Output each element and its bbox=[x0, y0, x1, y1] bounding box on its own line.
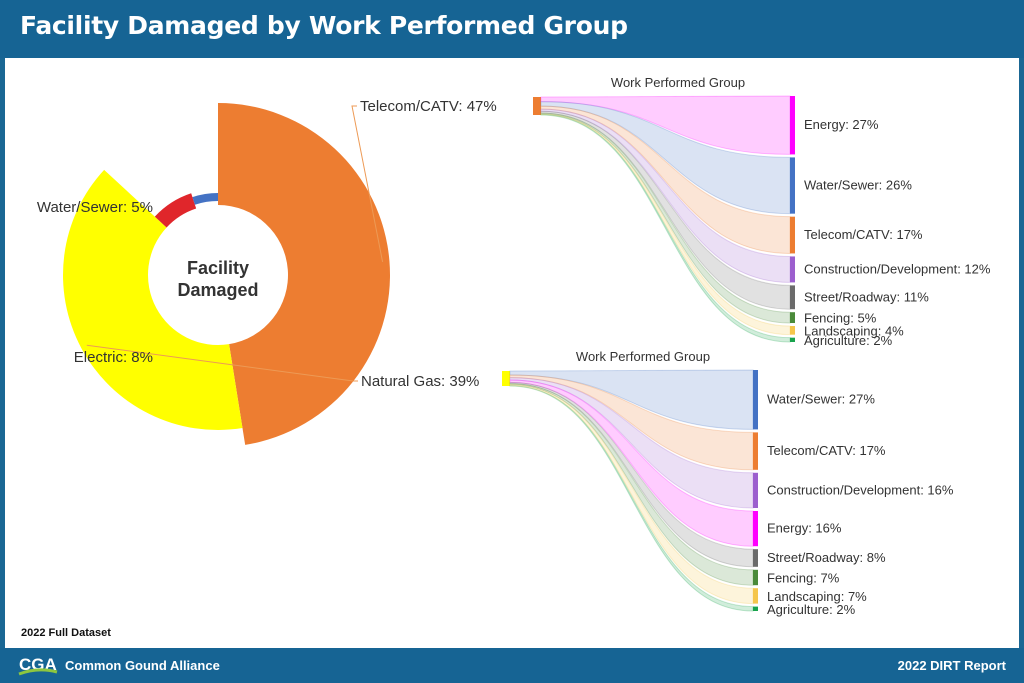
sankey-target-label-telecom-catv-telecom-catv: Telecom/CATV: 17% bbox=[804, 227, 923, 242]
pie-slice-natural-gas bbox=[62, 169, 243, 431]
sankey-target-label-natural-gas-fencing: Fencing: 7% bbox=[767, 571, 840, 586]
sankey-target-bar-natural-gas-construction-development bbox=[753, 472, 758, 508]
cga-logo: CGA bbox=[18, 655, 58, 676]
chart-panel: Telecom/CATV: 47% Natural Gas: 39% Electri… bbox=[5, 58, 1019, 648]
sankey-target-bar-telecom-catv-construction-development bbox=[790, 256, 795, 283]
sankey-flow-natural-gas-telecom-catv bbox=[509, 374, 754, 471]
footer-report: 2022 DIRT Report bbox=[897, 658, 1006, 673]
pie-leader-natural-gas bbox=[86, 344, 358, 382]
pie-center-label-line2: Damaged bbox=[177, 280, 258, 300]
pie-slice-telecom-catv bbox=[218, 103, 391, 445]
chart-canvas: Telecom/CATV: 47% Natural Gas: 39% Electri… bbox=[37, 75, 991, 617]
sankey-target-bar-telecom-catv-fencing bbox=[790, 312, 795, 324]
sankey-flow-natural-gas-fencing bbox=[509, 383, 754, 586]
sankey-target-bar-natural-gas-water-sewer bbox=[753, 370, 758, 430]
pie-label-telecom-catv: Telecom/CATV: 47% bbox=[360, 98, 497, 115]
sankey-target-label-natural-gas-construction-development: Construction/Development: 16% bbox=[767, 482, 954, 497]
sankey-title-telecom-catv: Work Performed Group bbox=[611, 75, 745, 90]
sankey-target-bar-natural-gas-energy bbox=[753, 511, 758, 547]
footer-bar: CGA Common Gound Alliance 2022 DIRT Repo… bbox=[0, 648, 1024, 683]
dataset-note: 2022 Full Dataset bbox=[21, 627, 111, 639]
sankey-target-bar-natural-gas-landscaping bbox=[753, 588, 758, 604]
header-bar: Facility Damaged by Work Performed Group bbox=[0, 0, 1024, 58]
sankey-flow-natural-gas-energy bbox=[509, 379, 754, 547]
sankey-natural-gas: Work Performed Group Water/Sewer: 27% Tele… bbox=[502, 349, 954, 617]
sankey-target-label-natural-gas-street-roadway: Street/Roadway: 8% bbox=[767, 550, 886, 565]
pie-slice-water-sewer bbox=[192, 193, 218, 205]
sankey-target-bar-natural-gas-agriculture bbox=[753, 606, 758, 611]
pie-leader-telecom-catv bbox=[351, 105, 384, 263]
sankey-title-natural-gas: Work Performed Group bbox=[576, 349, 710, 364]
sankey-flow-natural-gas-construction-development bbox=[509, 377, 754, 509]
sankey-flow-telecom-catv-telecom-catv bbox=[540, 105, 791, 254]
sankey-target-bar-telecom-catv-street-roadway bbox=[790, 285, 795, 310]
sankey-target-label-telecom-catv-street-roadway: Street/Roadway: 11% bbox=[804, 289, 929, 304]
sankey-target-bar-telecom-catv-energy bbox=[790, 96, 795, 155]
sankey-target-bar-natural-gas-telecom-catv bbox=[753, 432, 758, 470]
sankey-target-label-natural-gas-landscaping: Landscaping: 7% bbox=[767, 589, 867, 604]
sankey-flow-telecom-catv-construction-development bbox=[540, 108, 791, 283]
pie-slice-electric bbox=[154, 193, 197, 228]
sankey-target-label-natural-gas-water-sewer: Water/Sewer: 27% bbox=[767, 392, 875, 407]
pie-label-electric: Electric: 8% bbox=[74, 349, 153, 366]
sankey-target-label-telecom-catv-construction-development: Construction/Development: 12% bbox=[804, 261, 991, 276]
page-title: Facility Damaged by Work Performed Group bbox=[20, 11, 628, 40]
sankey-source-bar-telecom-catv bbox=[533, 97, 541, 115]
sankey-flow-natural-gas-water-sewer bbox=[509, 369, 754, 430]
sankey-telecom-catv: Work Performed Group Energy: 27% Water/Sew… bbox=[533, 75, 991, 348]
sankey-target-label-telecom-catv-water-sewer: Water/Sewer: 26% bbox=[804, 178, 912, 193]
sankey-target-label-natural-gas-agriculture: Agriculture: 2% bbox=[767, 602, 856, 617]
sankey-target-bar-telecom-catv-agriculture bbox=[790, 337, 795, 342]
sankey-flow-telecom-catv-water-sewer bbox=[540, 101, 791, 215]
sankey-flow-telecom-catv-street-roadway bbox=[540, 110, 791, 310]
sankey-target-label-telecom-catv-energy: Energy: 27% bbox=[804, 117, 879, 132]
pie-label-water-sewer: Water/Sewer: 5% bbox=[37, 199, 153, 216]
sankey-target-bar-telecom-catv-landscaping bbox=[790, 326, 795, 335]
sankey-target-label-natural-gas-telecom-catv: Telecom/CATV: 17% bbox=[767, 443, 886, 458]
pie-label-natural-gas: Natural Gas: 39% bbox=[361, 373, 479, 390]
sankey-target-label-telecom-catv-agriculture: Agriculture: 2% bbox=[804, 333, 893, 348]
sankey-target-label-telecom-catv-fencing: Fencing: 5% bbox=[804, 311, 877, 326]
sankey-source-bar-natural-gas bbox=[502, 371, 510, 386]
sankey-target-bar-natural-gas-street-roadway bbox=[753, 549, 758, 567]
sankey-flow-telecom-catv-energy bbox=[540, 95, 791, 155]
sankey-target-label-telecom-catv-landscaping: Landscaping: 4% bbox=[804, 323, 904, 338]
sankey-target-bar-natural-gas-fencing bbox=[753, 569, 758, 586]
sankey-target-bar-telecom-catv-water-sewer bbox=[790, 157, 795, 214]
sankey-target-label-natural-gas-energy: Energy: 16% bbox=[767, 521, 842, 536]
footer-organization: Common Gound Alliance bbox=[65, 658, 220, 673]
sankey-target-bar-telecom-catv-telecom-catv bbox=[790, 216, 795, 254]
pie-center-label-line1: Facility bbox=[187, 258, 249, 278]
